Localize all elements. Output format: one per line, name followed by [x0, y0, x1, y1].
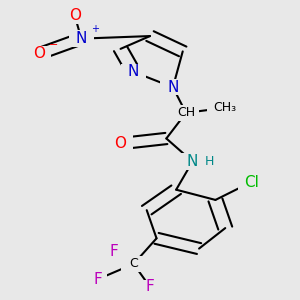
- Text: N: N: [128, 64, 139, 80]
- FancyBboxPatch shape: [88, 272, 107, 286]
- FancyBboxPatch shape: [160, 79, 185, 95]
- FancyBboxPatch shape: [121, 256, 146, 272]
- FancyBboxPatch shape: [140, 280, 160, 294]
- FancyBboxPatch shape: [180, 153, 205, 170]
- FancyBboxPatch shape: [238, 174, 265, 190]
- Text: F: F: [93, 272, 102, 287]
- Text: C: C: [129, 257, 138, 270]
- Text: −: −: [49, 40, 58, 50]
- FancyBboxPatch shape: [121, 64, 146, 80]
- Text: H: H: [205, 155, 214, 168]
- FancyBboxPatch shape: [207, 100, 243, 116]
- Text: Cl: Cl: [244, 175, 259, 190]
- Text: CH: CH: [177, 106, 195, 119]
- FancyBboxPatch shape: [173, 105, 199, 121]
- FancyBboxPatch shape: [69, 30, 94, 47]
- Text: +: +: [91, 24, 99, 34]
- FancyBboxPatch shape: [104, 244, 124, 258]
- Text: N: N: [76, 31, 87, 46]
- Text: N: N: [187, 154, 198, 169]
- FancyBboxPatch shape: [26, 46, 51, 62]
- Text: O: O: [33, 46, 45, 62]
- Text: O: O: [69, 8, 81, 23]
- FancyBboxPatch shape: [62, 8, 87, 24]
- Text: CH₃: CH₃: [214, 101, 237, 114]
- Text: N: N: [167, 80, 178, 95]
- Text: F: F: [110, 244, 118, 259]
- Text: F: F: [146, 280, 154, 295]
- Text: O: O: [115, 136, 127, 151]
- FancyBboxPatch shape: [108, 135, 133, 152]
